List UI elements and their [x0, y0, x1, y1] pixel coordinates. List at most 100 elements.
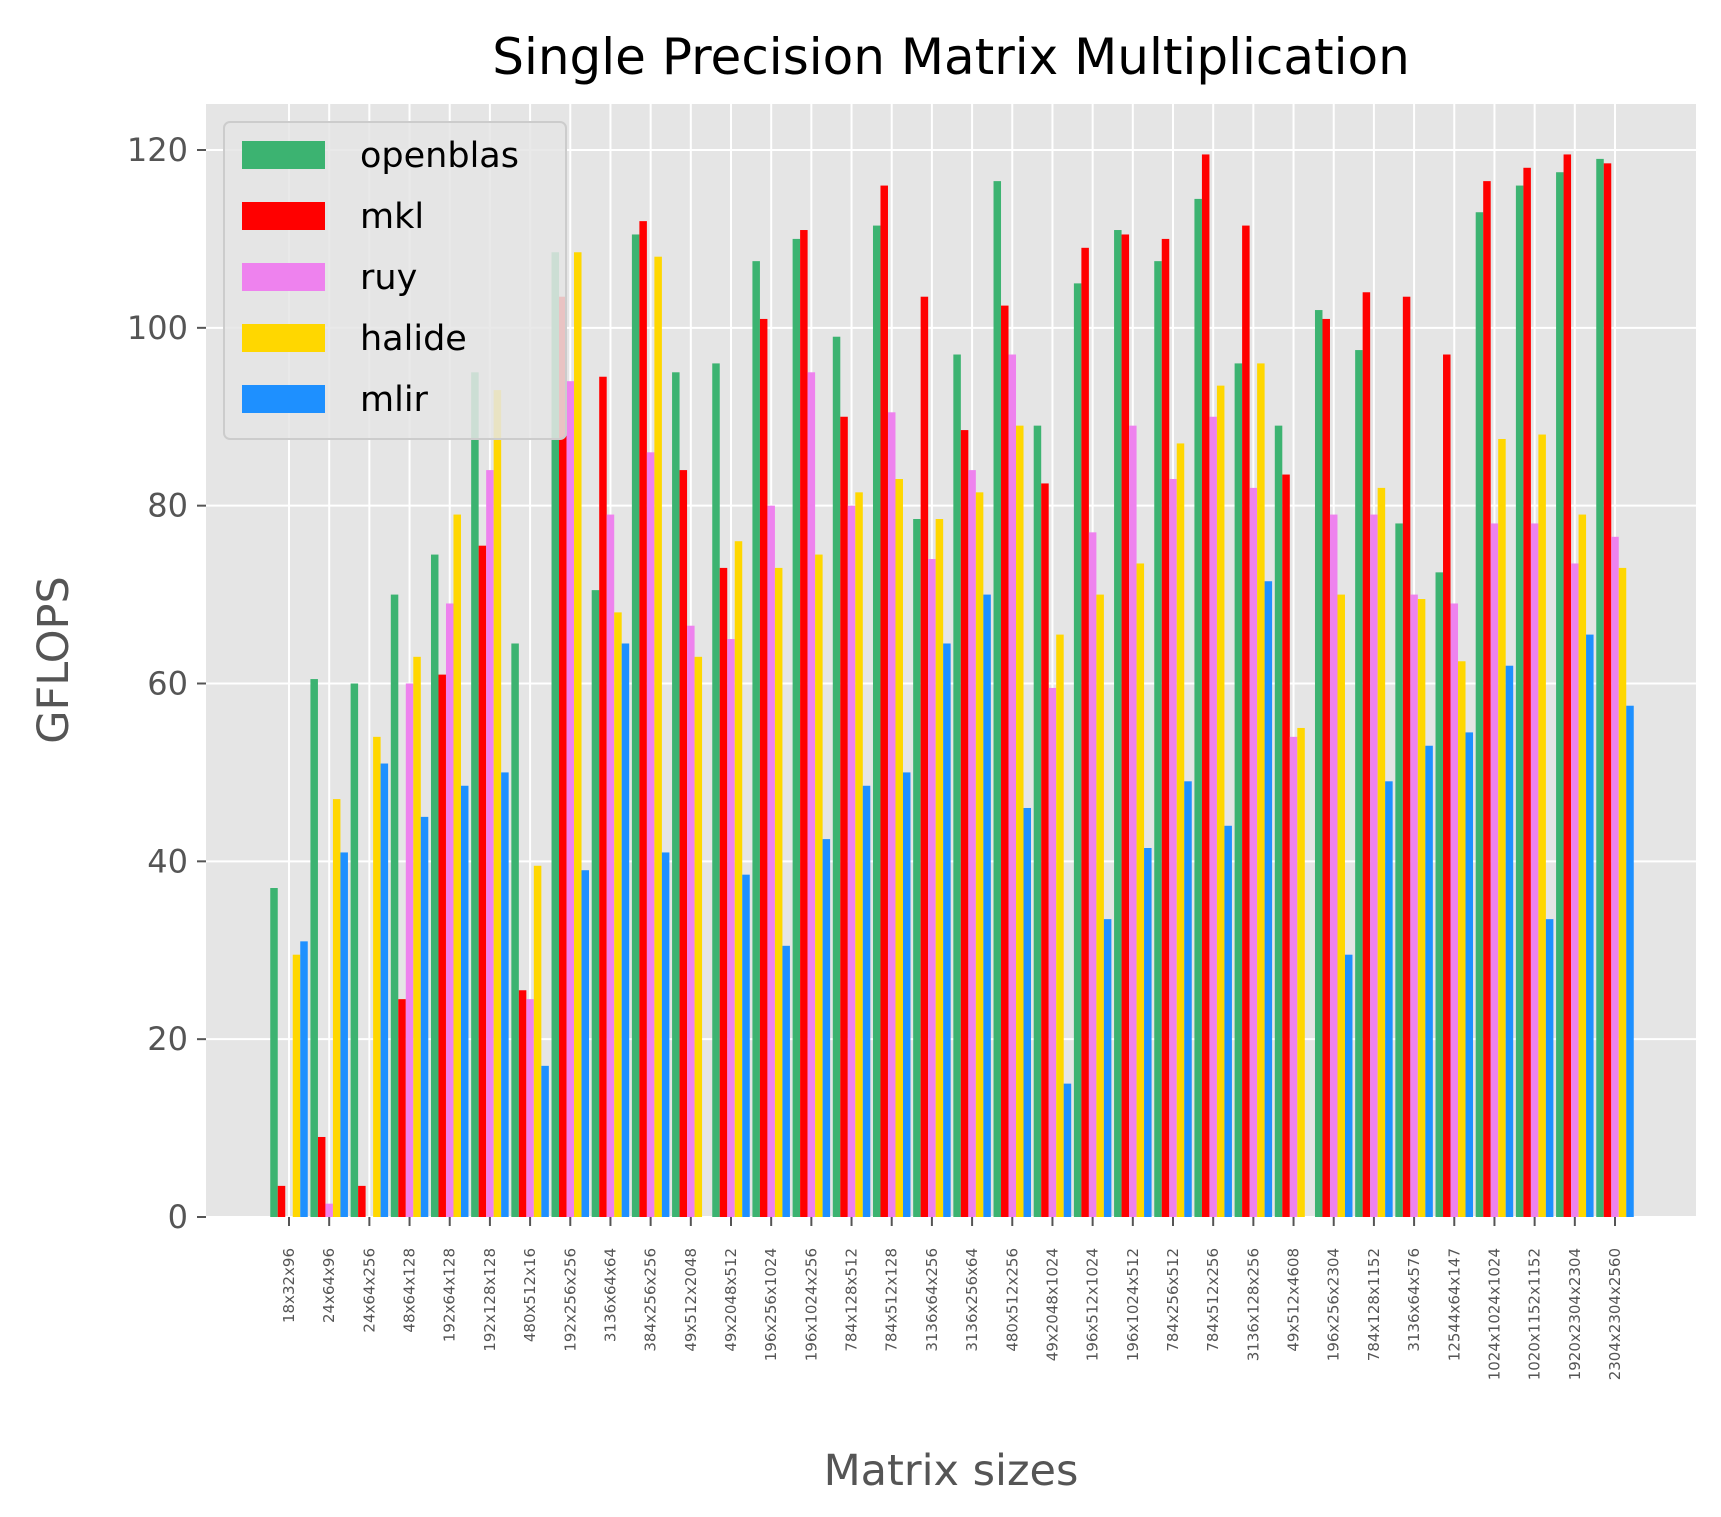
- bar-ruy: [1169, 478, 1177, 1217]
- bar-ruy: [887, 412, 896, 1217]
- bar-mkl: [518, 990, 527, 1217]
- bar-openblas: [1435, 572, 1444, 1217]
- bar-ruy: [1008, 354, 1017, 1218]
- x-tick-label: 1920x2304x2304: [1566, 1248, 1584, 1380]
- bar-halide: [815, 554, 823, 1217]
- bar-ruy: [526, 999, 534, 1217]
- bar-openblas: [832, 336, 841, 1218]
- legend: openblas mkl ruy halide mlir: [223, 121, 567, 440]
- bar-ruy: [405, 683, 414, 1217]
- bar-ruy: [646, 452, 655, 1218]
- x-tick-label: 49x2048x512: [722, 1248, 740, 1352]
- bar-mlir: [1344, 954, 1353, 1217]
- bar-mkl: [1201, 154, 1210, 1218]
- bar-ruy: [807, 372, 816, 1218]
- bar-mkl: [438, 674, 446, 1217]
- bar-openblas: [591, 590, 600, 1217]
- bar-ruy: [928, 559, 936, 1217]
- bar-openblas: [953, 354, 961, 1218]
- bar-openblas: [1114, 230, 1122, 1217]
- x-tick-label: 192x128x128: [481, 1248, 499, 1352]
- bar-mkl: [1242, 225, 1250, 1217]
- bar-halide: [1257, 363, 1265, 1217]
- bar-ruy: [1370, 514, 1378, 1217]
- bar-halide: [493, 390, 502, 1217]
- x-tick-label: 192x64x128: [441, 1248, 459, 1342]
- bar-openblas: [270, 888, 278, 1217]
- bar-ruy: [1571, 563, 1579, 1217]
- bar-ruy: [1289, 736, 1298, 1217]
- bar-mlir: [581, 870, 590, 1217]
- bar-openblas: [993, 181, 1002, 1217]
- y-tick-label: 120: [127, 131, 188, 169]
- bar-halide: [975, 492, 984, 1217]
- bar-halide: [774, 567, 783, 1217]
- bar-mlir: [742, 874, 750, 1217]
- bar-halide: [413, 656, 421, 1217]
- bar-ruy: [1611, 536, 1619, 1217]
- bar-mkl: [679, 470, 688, 1218]
- bar-openblas: [1596, 158, 1604, 1218]
- x-tick-label: 49x512x4608: [1285, 1248, 1303, 1352]
- bar-ruy: [727, 639, 735, 1217]
- bar-mlir: [300, 941, 308, 1217]
- bar-openblas: [1475, 212, 1484, 1217]
- bar-mkl: [277, 1185, 286, 1217]
- x-tick-label: 192x256x256: [561, 1248, 579, 1352]
- bar-mkl: [1081, 247, 1089, 1217]
- bar-openblas: [350, 683, 359, 1217]
- bar-halide: [1618, 567, 1627, 1217]
- x-tick-label: 3136x64x64: [601, 1248, 619, 1342]
- bar-openblas: [1355, 350, 1363, 1217]
- x-tick-label: 24x64x96: [320, 1248, 338, 1323]
- bar-ruy: [1249, 487, 1258, 1218]
- y-tick-label: 80: [147, 487, 188, 525]
- bar-mlir: [460, 785, 469, 1217]
- bar-halide: [1538, 434, 1546, 1217]
- legend-label-halide: halide: [360, 319, 467, 359]
- x-tick-label: 196x1024x512: [1124, 1248, 1142, 1361]
- bar-openblas: [1556, 172, 1564, 1218]
- bar-mkl: [599, 376, 607, 1217]
- bar-mkl: [1121, 234, 1130, 1218]
- bar-ruy: [1329, 514, 1338, 1217]
- x-tick-label: 480x512x16: [521, 1248, 539, 1342]
- bar-mkl: [639, 221, 647, 1218]
- x-tick-label: 48x64x128: [401, 1248, 419, 1333]
- bar-ruy: [1088, 532, 1097, 1217]
- chart-title: Single Precision Matrix Multiplication: [492, 28, 1410, 86]
- bar-mkl: [1041, 483, 1049, 1217]
- bar-halide: [935, 519, 944, 1217]
- bar-halide: [373, 736, 381, 1217]
- x-axis-label: Matrix sizes: [824, 1446, 1079, 1496]
- bar-openblas: [672, 372, 680, 1218]
- x-tick-label: 1024x1024x1024: [1485, 1248, 1503, 1380]
- bar-mkl: [1402, 296, 1411, 1217]
- bar-ruy: [606, 514, 615, 1217]
- bar-halide: [1297, 727, 1305, 1217]
- legend-swatch-mkl: [242, 202, 325, 230]
- bar-openblas: [310, 679, 318, 1217]
- legend-swatch-ruy: [242, 263, 325, 291]
- bar-openblas: [1515, 185, 1524, 1218]
- legend-swatch-openblas: [242, 141, 325, 169]
- bar-mkl: [1161, 238, 1170, 1217]
- bar-halide: [895, 478, 903, 1217]
- bar-mlir: [1505, 665, 1514, 1217]
- bar-openblas: [551, 252, 560, 1218]
- bar-mlir: [1465, 732, 1474, 1217]
- x-tick-label: 49x2048x1024: [1043, 1248, 1061, 1361]
- x-tick-label: 49x512x2048: [682, 1248, 700, 1352]
- x-tick-label: 384x256x256: [642, 1248, 660, 1352]
- y-axis-label: GFLOPS: [29, 576, 79, 744]
- bar-mkl: [759, 318, 768, 1218]
- bar-mkl: [1001, 305, 1009, 1218]
- x-tick-label: 2304x2304x2560: [1606, 1248, 1624, 1380]
- bar-mkl: [317, 1136, 326, 1217]
- bar-halide: [654, 256, 662, 1217]
- bar-mlir: [1264, 581, 1273, 1217]
- bar-mkl: [719, 567, 728, 1217]
- bar-mkl: [960, 430, 969, 1217]
- bar-ruy: [767, 505, 775, 1218]
- bar-mkl: [1603, 163, 1612, 1217]
